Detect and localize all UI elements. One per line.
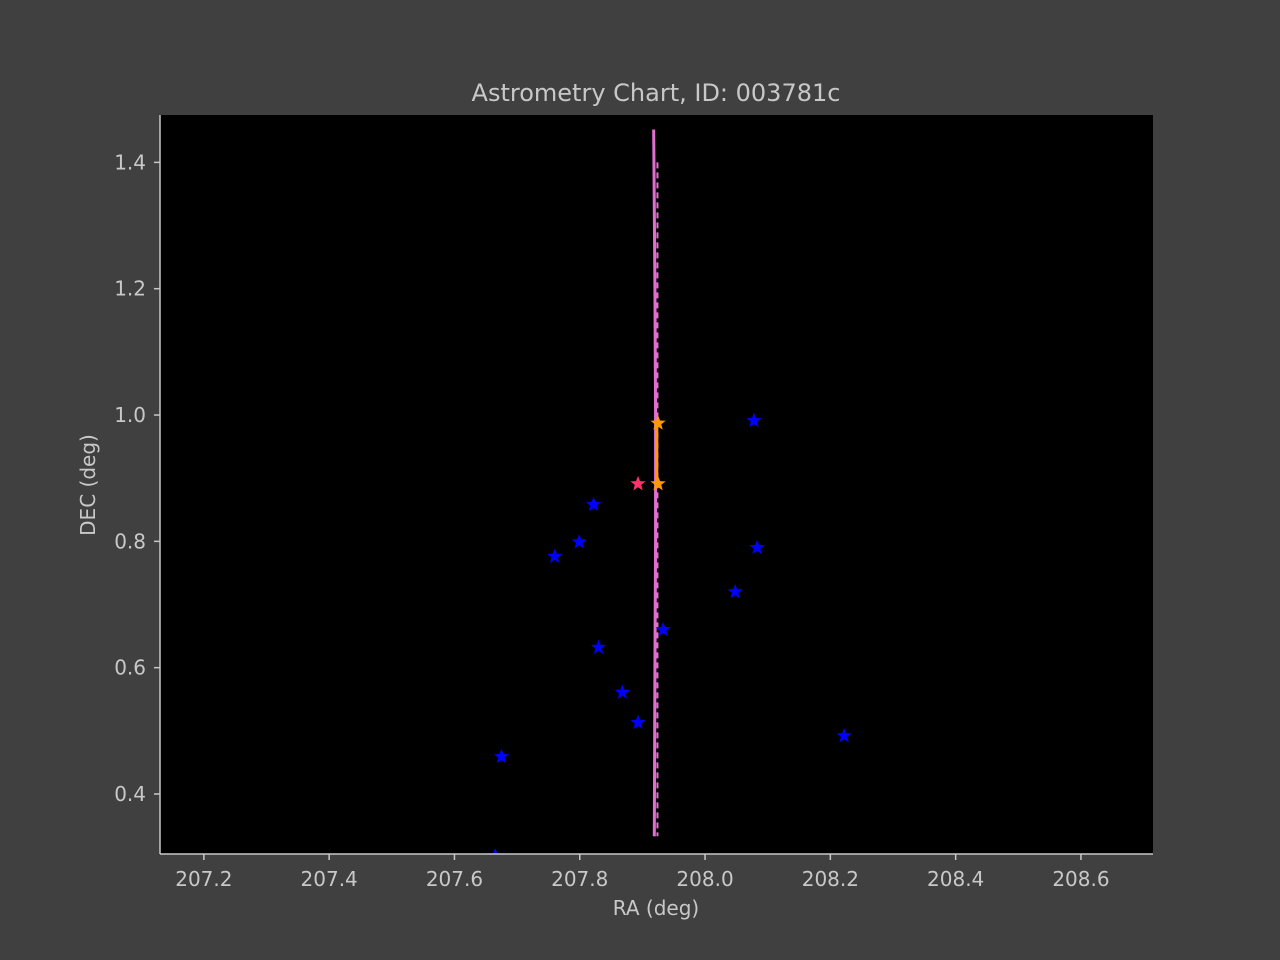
x-axis-label: RA (deg) xyxy=(613,896,699,920)
star-point xyxy=(571,533,587,549)
x-tick-label: 208.6 xyxy=(1052,867,1109,891)
star-point xyxy=(746,412,762,428)
data-marks xyxy=(487,129,852,854)
chart-title: Astrometry Chart, ID: 003781c xyxy=(472,79,841,107)
star-point xyxy=(749,539,765,555)
y-axis-label: DEC (deg) xyxy=(76,434,100,536)
star-point xyxy=(655,621,671,637)
y-tick-label: 1.0 xyxy=(114,403,146,427)
star-point xyxy=(547,548,563,563)
y-tick-label: 1.2 xyxy=(114,277,146,301)
x-tick-label: 208.0 xyxy=(676,867,733,891)
x-tick-label: 208.4 xyxy=(927,867,984,891)
x-tick-label: 207.4 xyxy=(301,867,358,891)
y-tick-label: 0.8 xyxy=(114,529,146,553)
x-tick-label: 208.2 xyxy=(802,867,859,891)
x-tick-label: 207.8 xyxy=(551,867,608,891)
star-point xyxy=(650,475,666,491)
y-tick-label: 0.6 xyxy=(114,656,146,680)
y-tick-label: 1.4 xyxy=(114,150,146,174)
star-point xyxy=(650,415,666,430)
star-point xyxy=(614,684,630,699)
star-point xyxy=(727,583,743,599)
star-point xyxy=(630,714,646,730)
star-point xyxy=(585,496,602,512)
y-axis-ticks: 0.4 0.6 0.8 1.0 1.2 1.4 xyxy=(114,150,160,806)
y-tick-label: 0.4 xyxy=(114,782,146,806)
star-point xyxy=(487,847,503,854)
star-point xyxy=(590,639,607,654)
star-point xyxy=(630,475,646,491)
star-point xyxy=(836,727,852,743)
star-point xyxy=(493,748,510,764)
x-axis-ticks: 207.2 207.4 207.6 207.8 208.0 208.2 208.4 208.6 xyxy=(175,854,1110,891)
x-tick-label: 207.6 xyxy=(426,867,483,891)
x-tick-label: 207.2 xyxy=(175,867,232,891)
